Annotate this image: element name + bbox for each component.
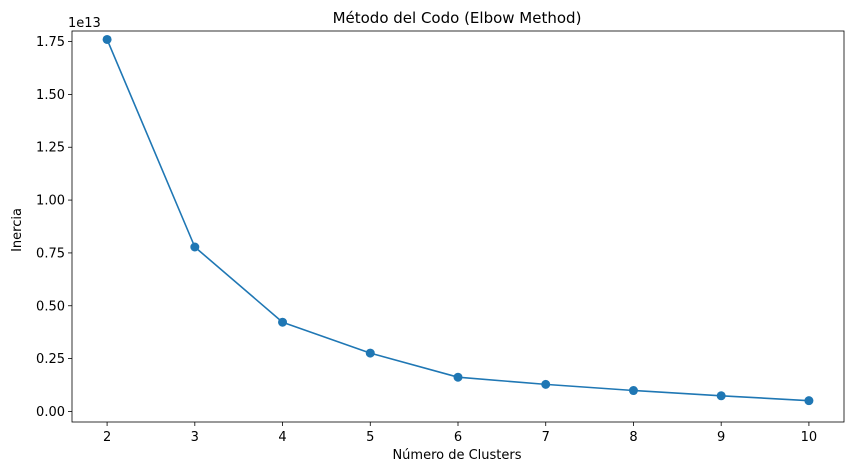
x-tick-label: 6 — [454, 430, 462, 445]
axis-ticks: 2 3 4 5 6 7 8 9 10 0.00 0.25 0.50 0.75 1.00 1.25 1.50 1.… — [36, 35, 817, 445]
data-point — [453, 372, 463, 382]
y-tick-label: 0.50 — [36, 299, 65, 314]
data-point — [365, 348, 375, 358]
data-point — [278, 317, 288, 327]
x-tick-label: 9 — [717, 430, 725, 445]
x-tick-label: 5 — [366, 430, 374, 445]
y-tick-label: 1.25 — [36, 141, 65, 156]
x-tick-label: 2 — [103, 430, 111, 445]
x-tick-label: 4 — [278, 430, 286, 445]
x-axis-label: Número de Clusters — [392, 448, 521, 463]
x-tick-label: 7 — [542, 430, 550, 445]
y-tick-label: 0.25 — [36, 352, 65, 367]
y-axis-offset-label: 1e13 — [68, 16, 101, 31]
plot-frame — [71, 30, 845, 423]
y-tick-label: 1.00 — [36, 194, 65, 209]
data-point — [190, 242, 200, 252]
y-tick-label: 1.50 — [36, 88, 65, 103]
chart-title: Método del Codo (Elbow Method) — [333, 9, 582, 27]
y-tick-label: 0.00 — [36, 405, 65, 420]
x-tick-label: 10 — [801, 430, 818, 445]
y-tick-label: 0.75 — [36, 246, 65, 261]
x-tick-label: 3 — [191, 430, 199, 445]
data-point — [541, 379, 551, 389]
data-point — [804, 396, 814, 406]
data-point — [716, 391, 726, 401]
data-point — [628, 386, 638, 396]
y-tick-label: 1.75 — [36, 35, 65, 50]
data-point — [102, 34, 112, 44]
y-axis-label: Inercia — [10, 208, 25, 252]
series-layer — [102, 34, 814, 406]
x-tick-label: 8 — [629, 430, 637, 445]
series-line — [106, 39, 809, 402]
